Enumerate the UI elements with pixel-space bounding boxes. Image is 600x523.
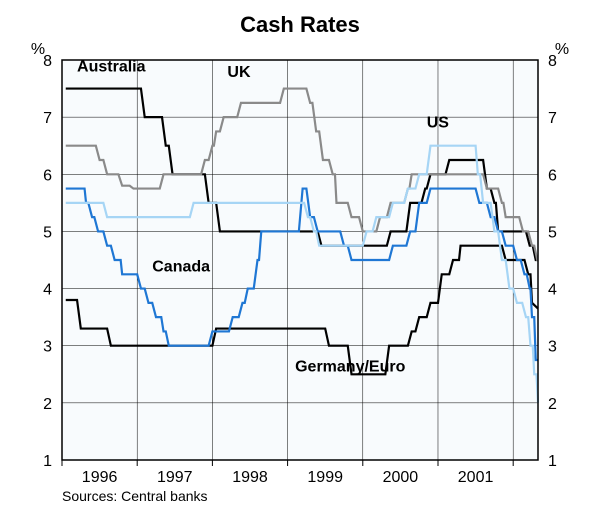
ytick-right: 5 (548, 224, 557, 241)
ytick-left: 1 (43, 453, 52, 470)
cash-rates-chart: Cash Rates%%1122334455667788199619971998… (0, 0, 600, 523)
ytick-left: 4 (43, 282, 52, 299)
series-label-us: US (427, 114, 450, 131)
ytick-left: 2 (43, 396, 52, 413)
xtick: 2001 (458, 469, 494, 486)
series-label-germany-euro: Germany/Euro (295, 358, 405, 375)
xtick: 2000 (383, 469, 419, 486)
ytick-right: 1 (548, 453, 557, 470)
chart-container: Cash Rates%%1122334455667788199619971998… (0, 0, 600, 523)
ytick-right: 4 (548, 282, 557, 299)
ytick-left: 8 (43, 53, 52, 70)
ytick-left: 6 (43, 167, 52, 184)
chart-title: Cash Rates (240, 12, 360, 37)
ytick-left: 3 (43, 339, 52, 356)
ytick-left: 5 (43, 224, 52, 241)
xtick: 1999 (307, 469, 343, 486)
ytick-right: 2 (548, 396, 557, 413)
ytick-right: 8 (548, 53, 557, 70)
ytick-right: 7 (548, 110, 557, 127)
plot-background (62, 60, 538, 460)
ytick-right: 6 (548, 167, 557, 184)
xtick: 1998 (232, 469, 268, 486)
series-label-canada: Canada (152, 258, 210, 275)
xtick: 1996 (82, 469, 118, 486)
y-unit-right: % (555, 41, 569, 58)
ytick-right: 3 (548, 339, 557, 356)
xtick: 1997 (157, 469, 193, 486)
series-label-uk: UK (227, 64, 251, 81)
series-label-australia: Australia (77, 58, 146, 75)
ytick-left: 7 (43, 110, 52, 127)
source-text: Sources: Central banks (62, 488, 208, 504)
